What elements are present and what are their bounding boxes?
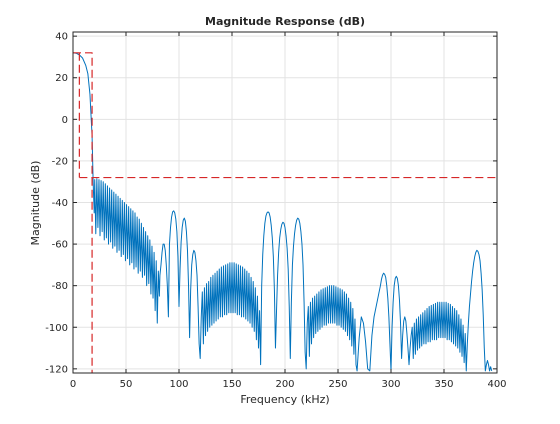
y-tick-label: -40 [52, 198, 68, 209]
y-tick-labels: -120 -100 -80 -60 -40 -20 0 20 40 [45, 32, 68, 376]
series-group [73, 52, 497, 373]
x-tick-label: 0 [70, 379, 76, 390]
x-tick-label: 200 [275, 379, 294, 390]
y-tick-label: -120 [45, 364, 68, 375]
y-tick-label: -100 [45, 323, 68, 334]
x-tick-label: 350 [434, 379, 453, 390]
x-tick-label: 150 [222, 379, 241, 390]
ticks [72, 32, 498, 373]
response-line [73, 52, 493, 372]
x-tick-labels: 0 50 100 150 200 250 300 350 400 [70, 379, 507, 390]
x-tick-label: 100 [169, 379, 188, 390]
y-tick-label: -20 [52, 156, 68, 167]
chart-title: Magnitude Response (dB) [205, 15, 365, 28]
y-tick-label: -60 [52, 240, 68, 251]
x-axis-label: Frequency (kHz) [240, 393, 329, 406]
x-tick-label: 300 [381, 379, 400, 390]
y-tick-label: 20 [55, 73, 68, 84]
x-tick-label: 400 [487, 379, 506, 390]
y-tick-label: -80 [52, 281, 68, 292]
x-tick-label: 50 [120, 379, 133, 390]
y-tick-label: 40 [55, 32, 68, 43]
y-tick-label: 0 [62, 115, 68, 126]
x-tick-label: 250 [328, 379, 347, 390]
y-axis-label: Magnitude (dB) [29, 161, 42, 246]
